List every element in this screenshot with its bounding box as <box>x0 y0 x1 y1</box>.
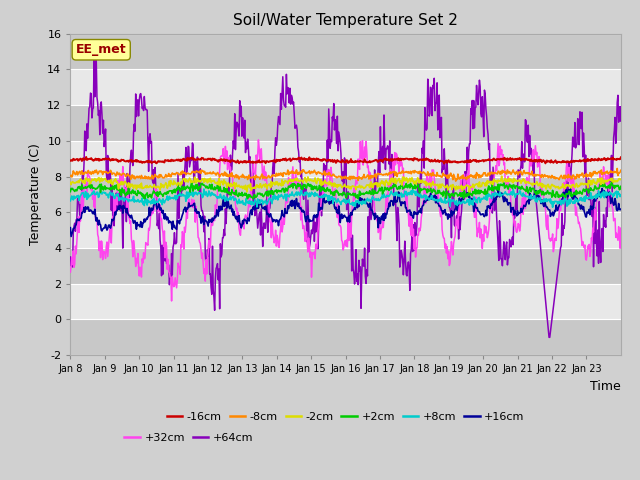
Text: EE_met: EE_met <box>76 43 127 56</box>
Bar <box>70 284 621 320</box>
Legend: +32cm, +64cm: +32cm, +64cm <box>120 428 258 447</box>
Bar <box>70 248 621 284</box>
Bar <box>70 212 621 248</box>
Y-axis label: Temperature (C): Temperature (C) <box>29 144 42 245</box>
Bar <box>70 34 621 69</box>
Bar <box>70 141 621 177</box>
Bar <box>70 177 621 212</box>
Bar <box>70 320 621 355</box>
X-axis label: Time: Time <box>590 380 621 393</box>
Title: Soil/Water Temperature Set 2: Soil/Water Temperature Set 2 <box>233 13 458 28</box>
Bar <box>70 105 621 141</box>
Bar <box>70 69 621 105</box>
